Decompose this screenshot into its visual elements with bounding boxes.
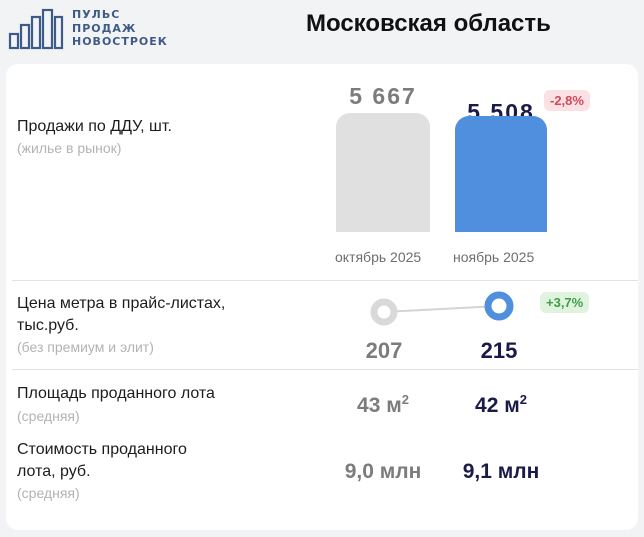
sales-change-badge: -2,8% xyxy=(544,90,590,111)
price-label-line-1: Цена метра в прайс-листах, xyxy=(17,295,226,312)
price-change-badge: +3,7% xyxy=(540,292,590,313)
price-oct-value: 207 xyxy=(365,338,403,363)
row-divider xyxy=(12,369,638,370)
month-label-oct: октябрь 2025 xyxy=(335,249,422,265)
sales-oct-value: 5 667 xyxy=(349,83,417,109)
logo-line-2: ПРОДАЖ xyxy=(72,21,137,35)
month-label-nov: ноябрь 2025 xyxy=(453,249,535,265)
price-dot-oct xyxy=(370,298,398,326)
logo-line-3: НОВОСТРОЕК xyxy=(72,35,168,48)
row-divider xyxy=(12,280,638,281)
stats-card: Продажи по ДДУ, шт. (жилье в рынок) 5 66… xyxy=(6,64,638,530)
area-nov-unit-sup: 2 xyxy=(519,392,527,407)
area-nov-value: 42 м2 xyxy=(455,392,547,418)
sales-label: Продажи по ДДУ, шт. xyxy=(17,118,172,135)
price-nov-value: 215 xyxy=(480,338,518,363)
cost-oct-value: 9,0 млн xyxy=(344,460,422,483)
price-dots-chart xyxy=(370,291,514,326)
price-label-line-2: тыс.руб. xyxy=(17,317,79,334)
sales-bar-nov xyxy=(455,116,547,232)
logo-line-1: ПУЛЬС xyxy=(72,8,121,21)
sales-bar-oct xyxy=(336,113,430,232)
price-connector-line xyxy=(383,305,500,313)
area-oct-value: 43 м2 xyxy=(336,392,430,418)
area-nov-number: 42 м xyxy=(475,394,520,417)
area-oct-number: 43 м xyxy=(357,394,402,417)
area-label: Площадь проданного лота xyxy=(17,385,215,402)
area-oct-unit-sup: 2 xyxy=(401,392,409,407)
cost-label-line-2: лота, руб. xyxy=(17,463,91,480)
cost-label-line-1: Стоимость проданного xyxy=(17,441,187,458)
price-sublabel: (без премиум и элит) xyxy=(17,339,154,355)
price-dot-nov xyxy=(484,291,514,321)
city-buildings-icon xyxy=(8,8,64,50)
logo: ПУЛЬС ПРОДАЖ НОВОСТРОЕК xyxy=(8,8,178,52)
region-title: Московская область xyxy=(306,10,551,37)
sales-sublabel: (жилье в рынок) xyxy=(17,140,122,156)
area-sublabel: (средняя) xyxy=(17,408,80,424)
cost-nov-value: 9,1 млн xyxy=(462,460,540,483)
logo-text: ПУЛЬС ПРОДАЖ НОВОСТРОЕК xyxy=(72,8,168,49)
cost-sublabel: (средняя) xyxy=(17,485,80,501)
